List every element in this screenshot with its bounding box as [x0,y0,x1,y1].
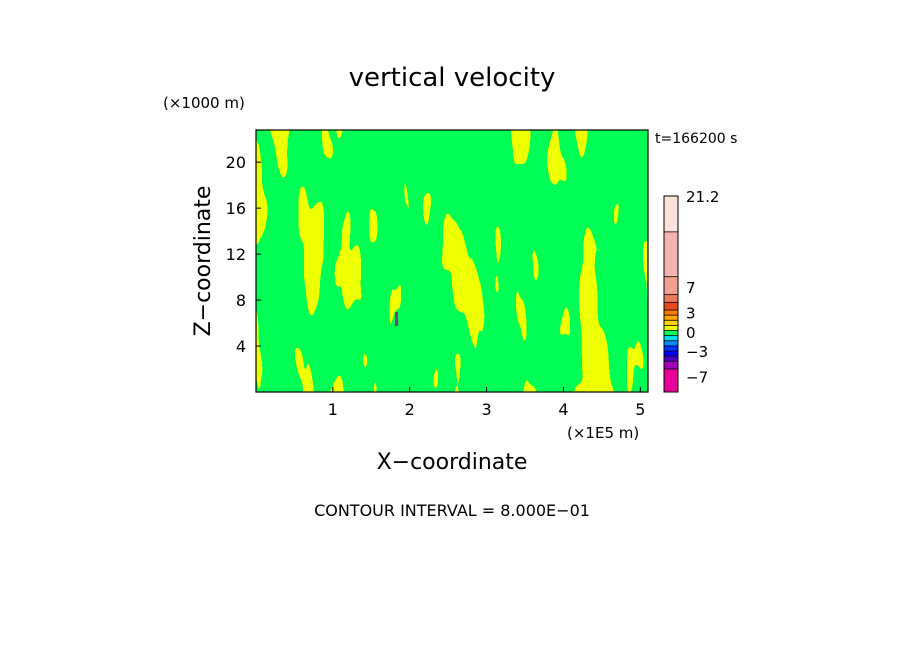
heatmap-pattern [256,130,648,392]
colorbar-band [664,294,678,303]
colorbar-band [664,345,678,352]
colorbar-band [664,351,678,357]
colorbar [663,195,679,393]
y-unit-label: (×1000 m) [163,94,245,112]
colorbar-band [664,276,678,295]
colorbar-label: 3 [686,305,696,323]
colorbar-band [664,325,678,331]
plot-area [256,130,648,392]
y-tick-label: 12 [226,245,246,264]
y-tick-label: 16 [226,199,246,218]
x-axis: 1 2 3 4 5 [328,387,645,419]
colorbar-label: −3 [686,343,708,361]
colorbar-labels: −7 −303 7 21.2 [686,188,719,387]
colorbar-band [664,320,678,326]
x-tick-label: 2 [405,400,415,419]
colorbar-label: −7 [686,369,708,387]
y-tick-label: 8 [236,291,246,310]
colorbar-band [664,335,678,341]
colorbar-band [664,310,678,316]
time-label: t=166200 s [655,131,737,147]
heatmap-speck [395,312,398,326]
colorbar-band [664,356,678,362]
x-tick-label: 1 [328,400,338,419]
colorbar-band [664,231,678,277]
colorbar-band [664,361,678,369]
colorbar-frame [663,195,679,393]
x-axis-label: X−coordinate [377,450,528,475]
colorbar-label: 7 [686,279,696,297]
y-axis: 4 8 12 16 20 [226,153,261,356]
colorbar-band [664,368,678,392]
x-unit-label: (×1E5 m) [567,424,639,442]
chart-title: vertical velocity [349,63,556,93]
x-tick-label: 4 [558,400,568,419]
colorbar-label: 21.2 [686,188,719,206]
colorbar-band [664,315,678,321]
y-axis-label: Z−coordinate [191,186,216,337]
y-tick-label: 20 [226,153,246,172]
colorbar-band [664,340,678,346]
colorbar-label: 0 [686,324,696,342]
colorbar-band [664,330,678,336]
colorbar-band [664,302,678,311]
contour-interval-label: CONTOUR INTERVAL = 8.000E−01 [314,501,590,520]
y-tick-label: 4 [236,337,246,356]
colorbar-band [664,196,678,232]
x-tick-label: 3 [481,400,491,419]
x-tick-label: 5 [635,400,645,419]
plot-frame [255,129,649,393]
